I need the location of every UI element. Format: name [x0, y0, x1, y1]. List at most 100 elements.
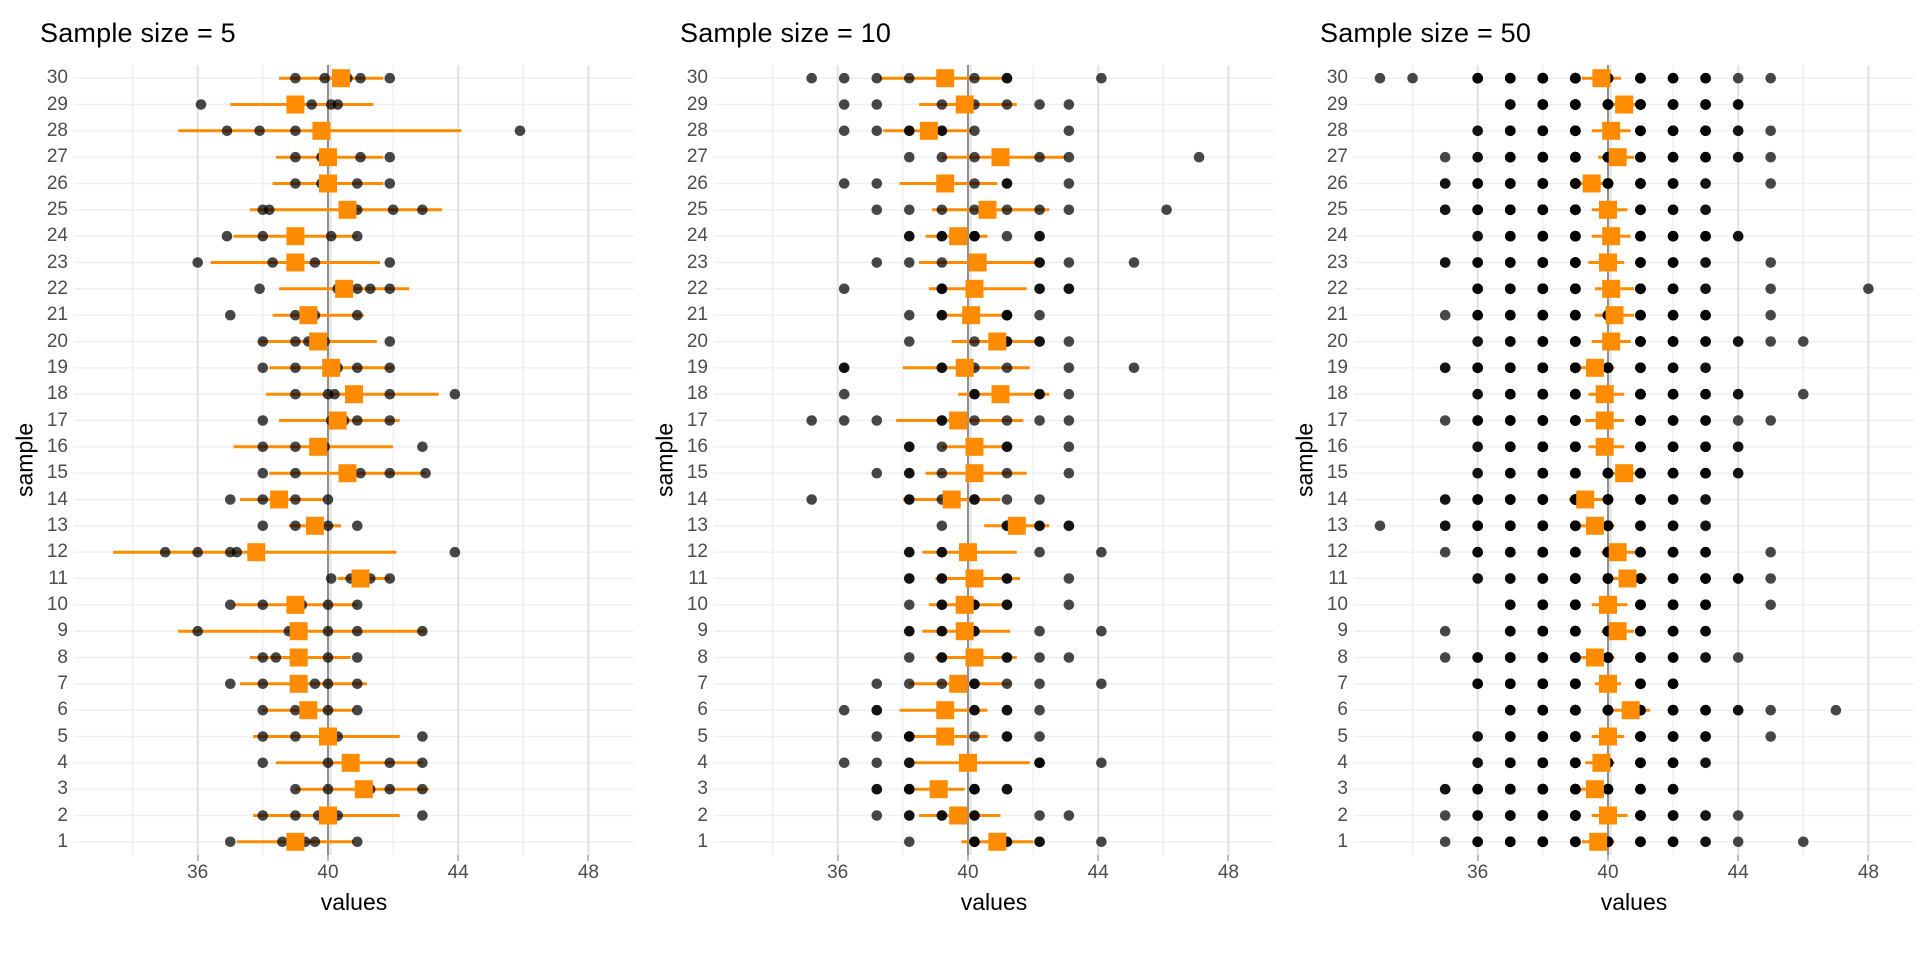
data-point-dot: [1732, 441, 1744, 453]
data-point-dot: [1667, 336, 1679, 347]
data-point-dot: [969, 178, 980, 189]
y-tick-label: 8: [697, 646, 708, 668]
data-point-dot: [290, 309, 301, 321]
data-point-dot: [1537, 309, 1549, 321]
data-point-dot: [1635, 652, 1646, 663]
data-point-dot: [1667, 283, 1679, 295]
data-point-dot: [384, 178, 396, 189]
data-point-dot: [352, 678, 363, 690]
data-point-dot: [1667, 362, 1679, 374]
data-point-dot: [1439, 204, 1451, 216]
data-point-dot: [969, 836, 980, 848]
facet-title: Sample size = 10: [680, 18, 892, 48]
data-point-dot: [1063, 362, 1075, 374]
data-point-dot: [1602, 362, 1614, 374]
data-point-dot: [936, 678, 948, 690]
x-tick-mark: [1476, 855, 1479, 861]
data-point-dot: [257, 362, 269, 374]
data-point-dot: [192, 625, 203, 637]
data-point-dot: [1667, 72, 1679, 84]
data-point-dot: [1667, 652, 1679, 663]
data-point-dot: [1732, 415, 1744, 426]
data-point-dot: [904, 573, 915, 584]
data-point-dot: [352, 520, 363, 532]
data-point-dot: [1472, 309, 1483, 321]
data-point-dot: [1732, 810, 1744, 821]
data-point-dot: [838, 362, 850, 374]
data-point-dot: [325, 230, 337, 242]
data-point-dot: [1635, 230, 1646, 242]
mean-square: [299, 701, 318, 720]
data-point-dot: [1063, 388, 1075, 400]
data-point-dot: [1063, 336, 1075, 347]
data-point-dot: [1667, 783, 1679, 795]
data-point-dot: [1732, 573, 1744, 584]
mean-square: [305, 516, 324, 535]
data-point-dot: [904, 731, 915, 742]
data-point-dot: [1537, 362, 1549, 374]
data-point-dot: [1570, 810, 1581, 821]
data-point-dot: [1439, 415, 1451, 426]
data-point-dot: [1667, 573, 1679, 584]
data-point-dot: [1667, 810, 1679, 821]
y-tick-label: 2: [697, 804, 708, 826]
data-point-dot: [1537, 599, 1549, 611]
x-tick-labels: 36 40 44 48: [714, 855, 1274, 887]
data-point-dot: [254, 125, 265, 137]
data-point-dot: [1765, 546, 1776, 558]
data-point-dot: [1667, 257, 1679, 268]
data-point-dot: [257, 678, 269, 690]
data-point-dot: [1570, 704, 1581, 716]
y-tick-label: 11: [48, 567, 68, 589]
data-point-dot: [1537, 99, 1549, 110]
data-point-dot: [1667, 546, 1679, 558]
data-point-dot: [1505, 257, 1516, 268]
x-tick-label: 48: [1857, 862, 1879, 883]
data-point-dot: [1537, 836, 1549, 848]
x-tick-mark: [967, 855, 969, 861]
mean-square: [1602, 121, 1621, 140]
mean-square: [1618, 569, 1637, 588]
mean-square: [286, 95, 305, 114]
data-point-dot: [1472, 283, 1483, 295]
data-point-dot: [387, 204, 399, 216]
data-point-dot: [1732, 151, 1744, 163]
data-point-dot: [352, 415, 363, 426]
data-point-dot: [1001, 415, 1013, 426]
y-tick-label: 17: [46, 409, 68, 431]
data-point-dot: [352, 599, 363, 611]
mean-square: [949, 411, 968, 430]
data-point-dot: [936, 520, 948, 532]
y-axis-title: sample: [11, 422, 38, 498]
mean-square: [942, 490, 961, 509]
y-tick-label: 23: [1326, 251, 1348, 273]
data-point-dot: [1063, 257, 1075, 268]
data-point-dot: [1732, 336, 1744, 347]
x-tick-label: 44: [447, 862, 469, 883]
data-point-dot: [417, 810, 428, 821]
data-point-dot: [1602, 652, 1614, 663]
data-point-dot: [1505, 810, 1516, 821]
data-point-dot: [1472, 836, 1483, 848]
data-point-dot: [871, 731, 883, 742]
data-point-dot: [1034, 731, 1045, 742]
data-point-dot: [1001, 731, 1013, 742]
y-tick-label: 21: [1326, 304, 1348, 326]
mean-square: [1592, 69, 1611, 88]
data-point-dot: [806, 72, 817, 84]
data-point-dot: [257, 336, 269, 347]
facet-panel-size-10: Sample size = 10 sample 1 2 3 4 5 6 7 8 9 10 11 12 1…: [640, 0, 1280, 960]
y-tick-label: 25: [46, 198, 68, 220]
mean-square: [965, 648, 984, 667]
data-point-dot: [969, 494, 980, 505]
data-point-dot: [1472, 204, 1483, 216]
data-point-dot: [1034, 520, 1045, 532]
data-point-dot: [1439, 178, 1451, 189]
data-point-dot: [1505, 230, 1516, 242]
data-point-dot: [1700, 599, 1711, 611]
y-tick-label: 1: [57, 830, 68, 852]
x-tick-label: 44: [1087, 862, 1109, 883]
facet-title: Sample size = 5: [40, 18, 236, 48]
data-point-dot: [871, 204, 883, 216]
data-point-dot: [936, 362, 948, 374]
